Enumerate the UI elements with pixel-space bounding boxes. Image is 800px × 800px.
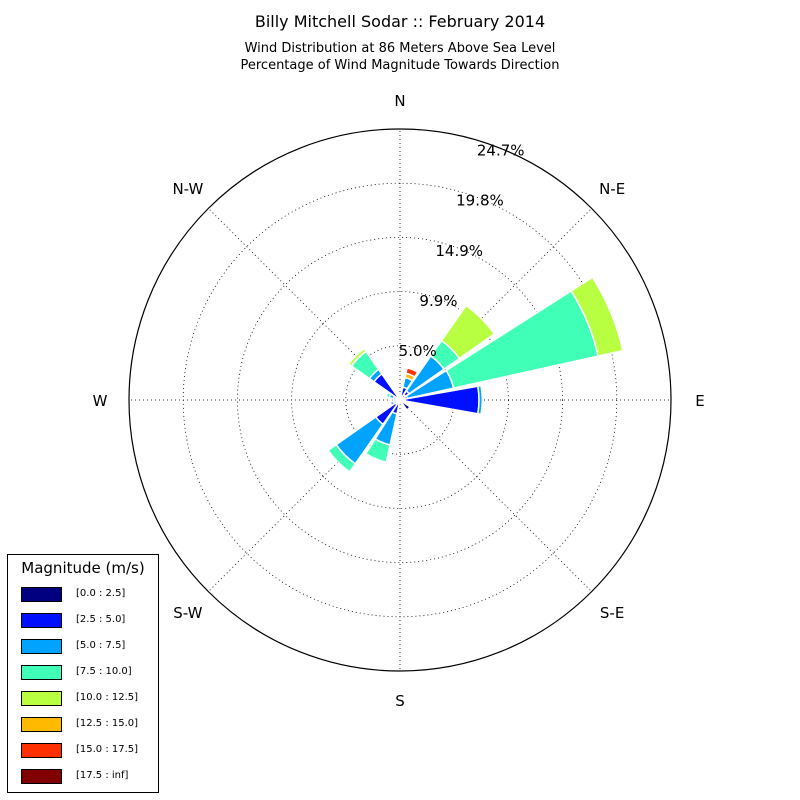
rose-bar-segment (399, 399, 411, 411)
rose-bar-segment (389, 400, 396, 407)
legend-label: [0.0 : 2.5] (76, 588, 126, 599)
legend-label: [2.5 : 5.0] (76, 614, 126, 625)
polar-labels: 5.0% 9.9% 14.9% 19.8% 24.7% N N-E E S-E S S-W W N-W (93, 92, 705, 710)
legend: Magnitude (m/s) [0.0 : 2.5] [2.5 : 5.0] [5… (7, 554, 159, 793)
legend-label: [10.0 : 12.5] (76, 692, 139, 703)
direction-label: S (395, 692, 405, 710)
polar-frame (128, 128, 672, 672)
rose-bar-segment (347, 347, 368, 368)
radial-tick-label: 5.0% (399, 342, 437, 360)
rose-bar-segment (405, 366, 419, 378)
rose-bar-segment (397, 396, 401, 401)
rose-bar-segment (327, 443, 357, 473)
wind-rose-bars (327, 276, 624, 473)
legend-label: [5.0 : 7.5] (76, 640, 126, 651)
legend-swatch (21, 613, 62, 628)
direction-label: S-E (600, 604, 624, 622)
radial-tick-label: 9.9% (419, 292, 457, 310)
legend-title: Magnitude (m/s) (21, 559, 145, 577)
direction-label: E (695, 392, 704, 410)
radial-tick-label: 14.9% (435, 242, 483, 260)
legend-swatch (21, 665, 62, 680)
legend-label: [15.0 : 17.5] (76, 744, 139, 755)
chart-subtitle-line-1: Wind Distribution at 86 Meters Above Sea… (244, 41, 556, 56)
radial-tick-label: 24.7% (477, 142, 525, 160)
legend-swatch (21, 691, 62, 706)
radial-tick-label: 19.8% (456, 192, 504, 210)
chart-title: Billy Mitchell Sodar :: February 2014 (254, 12, 546, 31)
legend-swatch (21, 587, 62, 602)
legend-swatch (21, 639, 62, 654)
legend-label: [12.5 : 15.0] (76, 718, 139, 729)
grid-spoke (399, 399, 592, 592)
rose-bar-segment (570, 276, 624, 357)
legend-swatch (21, 769, 62, 784)
rose-bar-segment (364, 437, 391, 464)
outer-circle (128, 128, 672, 672)
legend-swatch (21, 743, 62, 758)
legend-swatch (21, 717, 62, 732)
chart-subtitle-line-2: Percentage of Wind Magnitude Towards Dir… (240, 58, 560, 73)
legend-label: [17.5 : inf] (76, 770, 129, 781)
direction-label: N-E (599, 180, 625, 198)
rose-bar-segment (440, 304, 496, 360)
grid-circle (236, 236, 564, 564)
direction-label: N (394, 92, 405, 110)
direction-label: W (93, 392, 108, 410)
rose-bar-segment (476, 384, 484, 416)
direction-label: N-W (172, 180, 203, 198)
legend-label: [7.5 : 10.0] (76, 666, 132, 677)
direction-label: S-W (173, 604, 202, 622)
